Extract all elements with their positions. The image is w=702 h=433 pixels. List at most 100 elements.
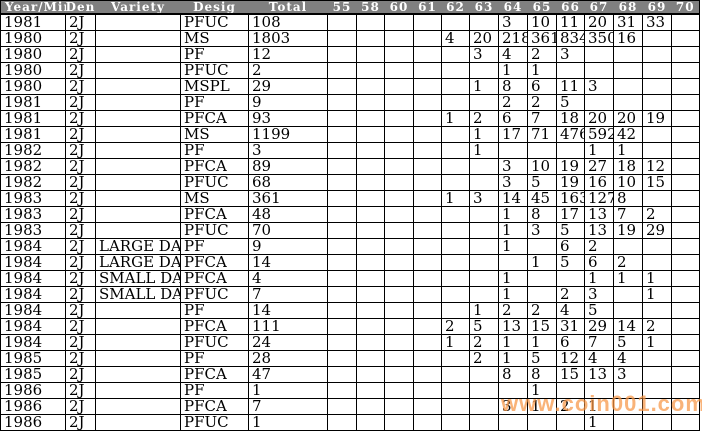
cell-den: 2J (65, 126, 96, 143)
cell-variety (95, 334, 181, 351)
column-header-year-mint: Year/Mint (0, 0, 66, 15)
cell-70 (671, 13, 700, 31)
cell-66: 11 (556, 13, 585, 31)
cell-55 (327, 30, 357, 47)
cell-70 (671, 30, 700, 47)
cell-year-mint: 1980 (0, 62, 66, 79)
cell-70 (671, 158, 700, 175)
cell-63 (469, 62, 499, 79)
cell-62 (441, 302, 470, 319)
cell-63 (469, 398, 499, 415)
cell-65: 8 (527, 206, 557, 223)
cell-69: 29 (642, 222, 672, 239)
cell-58 (356, 318, 385, 335)
cell-65: 1 (527, 398, 557, 415)
column-header-67: 67 (584, 0, 614, 15)
cell-62 (441, 142, 470, 159)
cell-67: 13 (584, 222, 614, 239)
cell-69: 33 (642, 13, 672, 31)
cell-60 (384, 302, 414, 319)
cell-63: 2 (469, 334, 499, 351)
cell-65: 5 (527, 174, 557, 191)
cell-desig: PFCA (180, 158, 249, 175)
cell-67: 27 (584, 158, 614, 175)
cell-den: 2J (65, 238, 96, 255)
cell-68 (613, 398, 643, 415)
cell-year-mint: 1983 (0, 190, 66, 207)
cell-58 (356, 366, 385, 383)
cell-year-mint: 1980 (0, 46, 66, 63)
column-header-total: Total (248, 0, 328, 15)
cell-variety (95, 30, 181, 47)
cell-desig: PFUC (180, 286, 249, 303)
cell-58 (356, 350, 385, 367)
cell-66: 6 (556, 334, 585, 351)
cell-55 (327, 110, 357, 127)
cell-68 (613, 286, 643, 303)
column-header-55: 55 (327, 0, 357, 15)
table-row: 1984 2J PF 14 1 2 2 4 5 (0, 302, 700, 319)
cell-60 (384, 382, 414, 399)
cell-68: 31 (613, 13, 643, 31)
cell-variety (95, 302, 181, 319)
cell-55 (327, 398, 357, 415)
cell-63 (469, 94, 499, 111)
cell-55 (327, 142, 357, 159)
cell-61 (413, 318, 442, 335)
cell-desig: PF (180, 350, 249, 367)
cell-66: 31 (556, 318, 585, 335)
cell-55 (327, 238, 357, 255)
cell-67: 16 (584, 174, 614, 191)
cell-desig: MS (180, 126, 249, 143)
cell-68: 5 (613, 334, 643, 351)
cell-year-mint: 1985 (0, 366, 66, 383)
cell-69: 2 (642, 206, 672, 223)
cell-60 (384, 142, 414, 159)
cell-den: 2J (65, 206, 96, 223)
cell-64: 17 (498, 126, 528, 143)
cell-den: 2J (65, 286, 96, 303)
cell-62 (441, 398, 470, 415)
cell-year-mint: 1981 (0, 126, 66, 143)
cell-total: 1 (248, 414, 328, 431)
cell-70 (671, 366, 700, 383)
cell-variety (95, 142, 181, 159)
cell-den: 2J (65, 222, 96, 239)
column-header-58: 58 (356, 0, 385, 15)
cell-62: 1 (441, 110, 470, 127)
cell-den: 2J (65, 158, 96, 175)
cell-total: 47 (248, 366, 328, 383)
cell-66: 476 (556, 126, 585, 143)
cell-year-mint: 1982 (0, 174, 66, 191)
cell-64: 1 (498, 286, 528, 303)
cell-63 (469, 158, 499, 175)
column-header-65: 65 (527, 0, 557, 15)
cell-63 (469, 270, 499, 287)
cell-61 (413, 174, 442, 191)
cell-64: 1 (498, 350, 528, 367)
cell-67: 350 (584, 30, 614, 47)
cell-58 (356, 46, 385, 63)
column-header-63: 63 (469, 0, 499, 15)
cell-66 (556, 382, 585, 399)
cell-60 (384, 94, 414, 111)
cell-55 (327, 158, 357, 175)
cell-61 (413, 206, 442, 223)
cell-55 (327, 62, 357, 79)
cell-62 (441, 174, 470, 191)
cell-62 (441, 382, 470, 399)
cell-69: 15 (642, 174, 672, 191)
cell-65: 5 (527, 350, 557, 367)
cell-den: 2J (65, 62, 96, 79)
cell-variety (95, 110, 181, 127)
cell-68 (613, 46, 643, 63)
cell-variety (95, 398, 181, 415)
cell-68 (613, 62, 643, 79)
cell-den: 2J (65, 30, 96, 47)
cell-60 (384, 254, 414, 271)
cell-60 (384, 174, 414, 191)
cell-61 (413, 78, 442, 95)
cell-67: 29 (584, 318, 614, 335)
